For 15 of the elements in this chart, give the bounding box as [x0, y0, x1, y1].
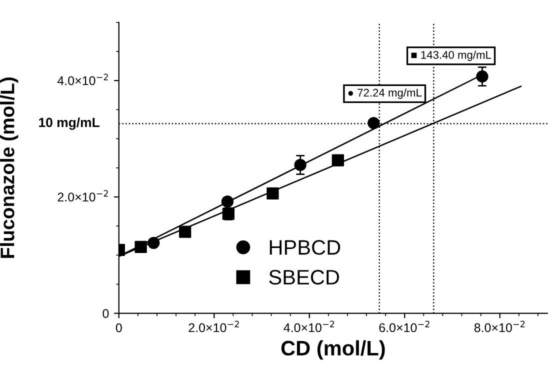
- x-tick-label: 6.0×10$^{−2}$: [379, 320, 430, 332]
- x-tick-label: 2.0×10$^{−2}$: [188, 320, 239, 332]
- annotation: ● 72.24 mg/mL: [348, 88, 422, 99]
- x-tick-label: 8.0×10$^{−2}$: [474, 320, 525, 332]
- legend-label: SBECD: [269, 270, 339, 285]
- ref-line-label: 10 mg/mL: [39, 117, 100, 130]
- annotation: ■ 143.40 mg/mL: [411, 50, 492, 62]
- legend-label: HPBCD: [270, 240, 340, 255]
- y-tick-label: 0: [102, 309, 109, 318]
- y-tick-label: 2.0×10$^{−2}$: [58, 190, 108, 202]
- y-tick-label: 4.0×10$^{−2}$: [57, 74, 108, 86]
- y-axis-title: Fluconazole (mol/L): [0, 78, 18, 258]
- x-axis-title: CD (mol/L): [281, 340, 385, 360]
- x-tick-label: 0: [116, 323, 122, 332]
- x-tick-label: 4.0×10$^{−2}$: [284, 320, 334, 332]
